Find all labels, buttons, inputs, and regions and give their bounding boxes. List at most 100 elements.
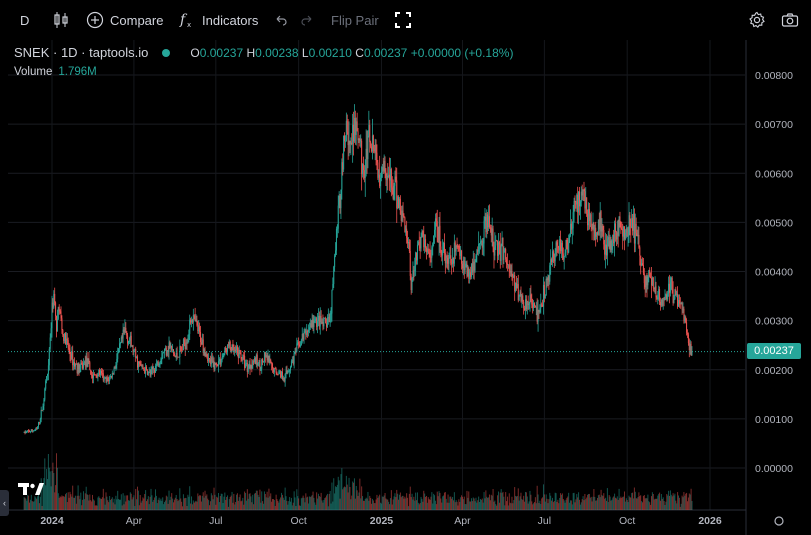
- volume-bar: [463, 496, 465, 510]
- indicators-button[interactable]: f x Indicators: [178, 10, 258, 30]
- volume-bar: [506, 501, 508, 510]
- candle-body: [410, 275, 412, 291]
- volume-bar: [651, 492, 653, 510]
- settings-button[interactable]: [748, 10, 766, 30]
- chart-type-button[interactable]: [53, 10, 69, 30]
- undo-icon: [276, 15, 287, 26]
- volume-bar: [61, 495, 63, 510]
- volume-bar: [391, 504, 393, 510]
- candle-body: [467, 268, 469, 277]
- interval-label: D: [20, 12, 30, 28]
- candle-body: [566, 239, 568, 250]
- volume-bar: [342, 489, 344, 510]
- tradingview-logo[interactable]: [16, 478, 46, 500]
- volume-bar: [80, 492, 82, 510]
- volume-bar: [67, 492, 69, 510]
- candle-body: [358, 138, 360, 141]
- candle-body: [53, 293, 55, 308]
- volume-bar: [592, 496, 594, 510]
- candle-body: [265, 355, 267, 358]
- volume-bar: [291, 505, 293, 510]
- interval-selector[interactable]: D: [20, 10, 29, 30]
- candle-body: [198, 326, 200, 332]
- candle-body: [80, 363, 82, 369]
- high-key: H: [246, 45, 256, 60]
- volume-bar: [448, 502, 450, 510]
- candle-body: [94, 374, 96, 376]
- volume-bar: [513, 500, 515, 510]
- volume-bar: [92, 494, 94, 510]
- flip-pair-button[interactable]: Flip Pair: [331, 10, 379, 30]
- snapshot-button[interactable]: [781, 10, 799, 30]
- candle-body: [555, 242, 557, 251]
- volume-bar: [254, 492, 256, 510]
- volume-bar: [413, 496, 415, 510]
- candle-body: [35, 428, 37, 431]
- candle-body: [421, 230, 423, 237]
- volume-bar: [524, 501, 526, 510]
- candle-body: [50, 328, 52, 338]
- redo-button[interactable]: [300, 10, 314, 30]
- candle-body: [215, 362, 217, 364]
- candle-body: [411, 278, 413, 291]
- candle-body: [636, 233, 638, 237]
- close-key: C: [355, 45, 364, 60]
- volume-bar: [346, 484, 348, 510]
- volume-bar: [74, 495, 76, 510]
- x-tick-label: 2025: [370, 515, 394, 527]
- candle-body: [267, 355, 269, 361]
- volume-bar: [582, 496, 584, 510]
- candle-body: [301, 333, 303, 341]
- volume-bar: [408, 493, 410, 510]
- volume-bar: [443, 492, 445, 510]
- collapse-panel-toggle[interactable]: ‹: [0, 490, 9, 516]
- candle-body: [26, 431, 28, 432]
- volume-bar: [213, 487, 215, 510]
- candle-body: [337, 205, 339, 229]
- volume-bar: [547, 503, 549, 510]
- volume-bar: [182, 494, 184, 510]
- compare-button[interactable]: Compare: [86, 10, 163, 30]
- volume-bar: [632, 498, 634, 510]
- volume-bar: [29, 499, 31, 510]
- candle-body: [569, 235, 571, 243]
- undo-button[interactable]: [274, 10, 288, 30]
- volume-bar: [54, 492, 56, 510]
- candle-body: [79, 368, 81, 373]
- volume-bar: [257, 494, 259, 510]
- volume-bar: [416, 500, 418, 510]
- volume-bar: [612, 497, 614, 510]
- candle-body: [334, 255, 336, 267]
- symbol-title[interactable]: SNEK · 1D · taptools.io: [14, 45, 149, 60]
- volume-bar: [322, 502, 324, 510]
- volume-bar: [243, 504, 245, 510]
- candle-body: [620, 227, 622, 230]
- candle-body: [364, 170, 366, 178]
- volume-bar: [480, 499, 482, 510]
- volume-bar: [44, 458, 46, 510]
- volume-bar: [222, 503, 224, 510]
- candle-body: [607, 237, 609, 240]
- candle-body: [517, 284, 519, 301]
- candle-body: [389, 174, 391, 181]
- volume-bar: [660, 494, 662, 510]
- candle-body: [210, 357, 212, 365]
- candle-body: [682, 308, 684, 310]
- volume-bar: [293, 491, 295, 510]
- candle-body: [51, 302, 53, 329]
- candle-body: [666, 294, 668, 300]
- candle-body: [340, 189, 342, 209]
- candle-body: [67, 340, 69, 348]
- volume-bar: [588, 493, 590, 510]
- volume-bar: [410, 497, 412, 510]
- candle-body: [463, 260, 465, 271]
- volume-bar: [112, 502, 114, 510]
- low-key: L: [301, 45, 309, 60]
- volume-bar: [175, 494, 177, 510]
- candle-body: [514, 275, 516, 292]
- volume-bar: [520, 492, 522, 510]
- candle-body: [344, 140, 346, 142]
- candle-body: [42, 405, 44, 411]
- fullscreen-button[interactable]: [394, 10, 412, 30]
